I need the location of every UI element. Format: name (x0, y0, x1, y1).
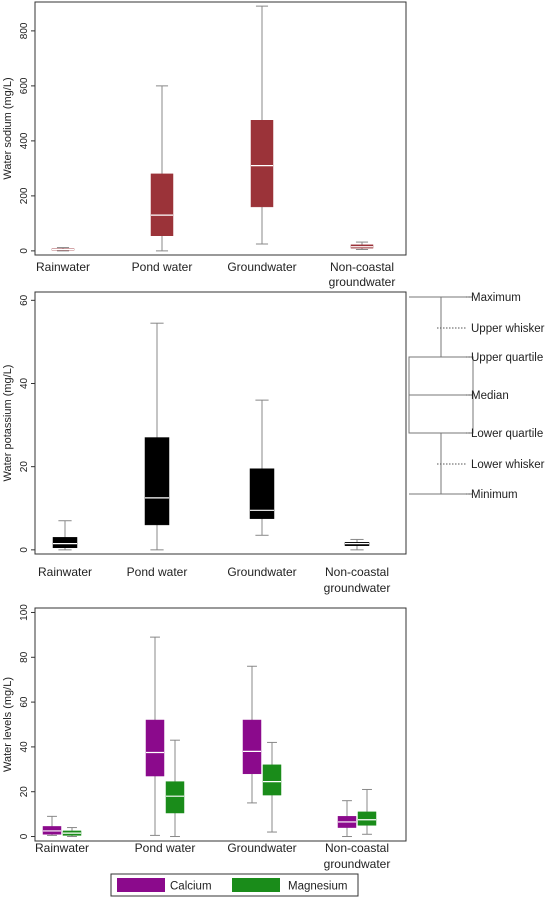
calcium-box-groundwater (242, 665, 262, 804)
y-tick-label: 80 (19, 651, 30, 663)
calcium-box-pond-water (145, 636, 165, 836)
key-label-median: Median (471, 390, 509, 402)
magnesium-box-groundwater (262, 741, 282, 833)
box-rainwater (52, 520, 78, 551)
y-tick-label: 600 (19, 77, 30, 94)
category-label-pond-water: Pond water (135, 841, 196, 855)
box-groundwater (249, 399, 275, 536)
category-label-non-coastal-groundwater-line1: Non-coastal (330, 260, 394, 274)
y-tick-label: 60 (19, 294, 30, 306)
key-label-lower-quartile: Lower quartile (471, 428, 543, 440)
category-label-rainwater: Rainwater (35, 841, 89, 855)
box-rainwater (51, 247, 75, 252)
category-label-groundwater: Groundwater (227, 260, 296, 274)
y-tick-label: 20 (19, 461, 30, 473)
legend-label-calcium: Calcium (170, 881, 212, 893)
y-tick-label: 800 (19, 22, 30, 39)
magnesium-box-pond-water (165, 739, 185, 838)
y-axis-label: Water levels (mg/L) (2, 677, 14, 772)
category-label-groundwater: Groundwater (227, 841, 296, 855)
category-label-non-coastal-groundwater-line2: groundwater (324, 581, 391, 595)
box-pond-water (150, 85, 174, 252)
y-tick-label: 60 (19, 696, 30, 708)
key-label-maximum: Maximum (471, 292, 521, 304)
y-tick-label: 0 (19, 547, 30, 553)
magnesium-box-rainwater (62, 827, 82, 838)
iqr-box (357, 811, 377, 826)
box-groundwater (250, 5, 274, 245)
iqr-box (250, 120, 274, 208)
category-label-non-coastal-groundwater-line2: groundwater (329, 275, 396, 289)
plot-frame (34, 291, 407, 555)
magnesium-box-non-coastal-groundwater (357, 788, 377, 835)
box-pond-water (144, 322, 170, 551)
legend: Calcium Magnesium (110, 873, 359, 897)
y-tick-label: 100 (19, 604, 30, 621)
plot-frame (34, 1, 407, 256)
key-label-lower-whisker: Lower whisker (471, 459, 545, 471)
legend-swatch-calcium (117, 878, 165, 892)
category-label-rainwater: Rainwater (38, 565, 92, 579)
y-tick-label: 20 (19, 786, 30, 798)
category-label-groundwater: Groundwater (227, 565, 296, 579)
chart-panel-1: 0 200 400 600 800 Water sodium (mg/L) Rainwate… (2, 1, 407, 289)
iqr-box (150, 173, 174, 236)
category-label-pond-water: Pond water (127, 565, 188, 579)
iqr-box (144, 437, 170, 526)
category-label-pond-water: Pond water (132, 260, 193, 274)
iqr-box (249, 468, 275, 519)
plot-frame (34, 607, 407, 842)
category-label-non-coastal-groundwater-line2: groundwater (324, 857, 391, 871)
key-label-upper-quartile: Upper quartile (471, 352, 543, 364)
key-label-upper-whisker: Upper whisker (471, 323, 545, 335)
y-tick-label: 40 (19, 377, 30, 389)
iqr-box (242, 719, 262, 775)
y-tick-label: 0 (19, 833, 30, 839)
boxplot-key: Maximum Upper whisker Upper quartile Median… (408, 292, 545, 501)
chart-panel-3: 0 20 40 60 80 100 Water levels (mg/L) Rainwater… (2, 604, 407, 871)
legend-swatch-magnesium (232, 878, 280, 892)
y-tick-label: 400 (19, 132, 30, 149)
y-tick-label: 40 (19, 741, 30, 753)
box-non-coastal-groundwater (350, 241, 374, 250)
iqr-box (262, 764, 282, 796)
category-label-non-coastal-groundwater-line1: Non-coastal (325, 565, 389, 579)
y-tick-label: 0 (19, 248, 30, 254)
box-non-coastal-groundwater (344, 538, 370, 551)
y-axis-label: Water potassium (mg/L) (2, 365, 14, 482)
chart-panel-2: 0 20 40 60 Water potassium (mg/L) Rainwater Po… (2, 291, 407, 595)
iqr-box (145, 719, 165, 777)
category-label-rainwater: Rainwater (36, 260, 90, 274)
legend-label-magnesium: Magnesium (288, 881, 347, 893)
category-label-non-coastal-groundwater-line1: Non-coastal (325, 841, 389, 855)
y-axis-label: Water sodium (mg/L) (2, 77, 14, 179)
calcium-box-rainwater (42, 815, 62, 836)
key-label-minimum: Minimum (471, 489, 518, 501)
iqr-box (165, 781, 185, 814)
iqr-box (52, 537, 78, 549)
calcium-box-non-coastal-groundwater (337, 800, 357, 838)
y-tick-label: 200 (19, 187, 30, 204)
